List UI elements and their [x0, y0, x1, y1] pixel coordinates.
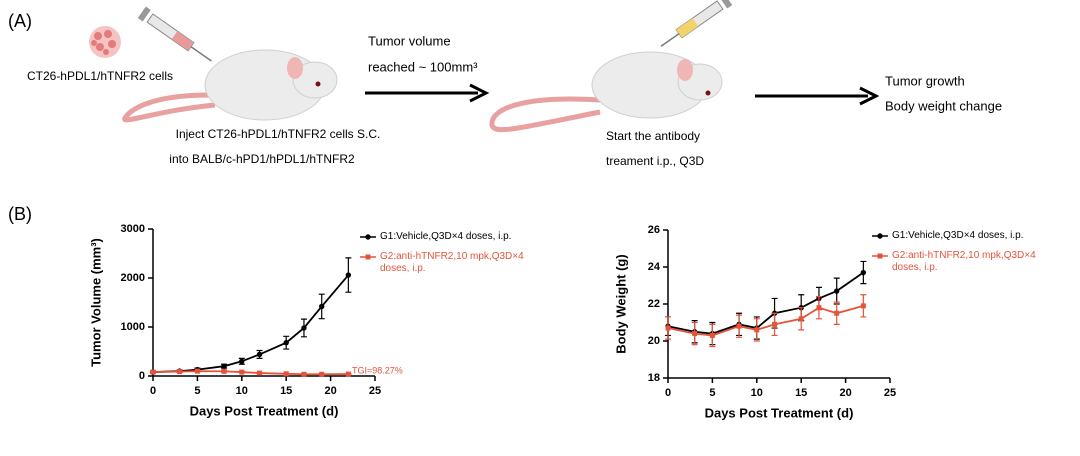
point — [834, 310, 840, 316]
y-tick-label: 22 — [648, 298, 660, 310]
legend-label: G2:anti-hTNFR2,10 mpk,Q3D×4 doses, i.p. — [892, 250, 1036, 273]
arrow-text: Tumor volume — [368, 33, 451, 48]
x-tick-label: 20 — [324, 385, 336, 397]
inject-text: Inject CT26-hPDL1/hTNFR2 cells S.C. — [176, 127, 381, 141]
series-line — [152, 370, 349, 376]
y-axis-label: Body Weight (g) — [613, 254, 628, 353]
point — [345, 371, 351, 377]
treat-text: treament i.p., Q3D — [606, 154, 704, 168]
point — [834, 288, 840, 294]
treat-text: Start the antibody — [606, 129, 700, 143]
y-tick-label: 2000 — [121, 272, 145, 284]
point — [709, 332, 715, 338]
arrow-text: reached ~ 100mm³ — [368, 59, 478, 74]
x-tick-label: 5 — [709, 387, 715, 399]
point — [150, 369, 156, 375]
cell-cluster — [89, 26, 121, 58]
y-axis-label: Tumor Volume (mm³) — [88, 238, 103, 367]
x-tick-label: 25 — [884, 387, 896, 399]
point — [301, 325, 307, 331]
x-tick-label: 25 — [369, 385, 381, 397]
series-line — [667, 271, 864, 335]
x-tick-label: 0 — [665, 387, 671, 399]
legend-label: G1:Vehicle,Q3D×4 doses, i.p. — [892, 230, 1024, 241]
syringe-1 — [137, 6, 212, 62]
x-axis-label: Days Post Treatment (d) — [190, 403, 339, 418]
legend-marker — [877, 233, 883, 239]
legend-marker — [365, 234, 371, 240]
x-axis-label: Days Post Treatment (d) — [705, 405, 854, 420]
y-tick-label: 24 — [648, 261, 661, 273]
point — [665, 325, 671, 331]
panel-label: (B) — [8, 204, 32, 224]
outcome-text: Tumor growth — [885, 73, 965, 88]
legend-label: G2:anti-hTNFR2,10 mpk,Q3D×4 doses, i.p. — [380, 251, 524, 274]
point — [816, 305, 822, 311]
series-line — [152, 274, 350, 373]
series-line — [667, 304, 864, 337]
point — [860, 303, 866, 309]
mouse-1 — [122, 49, 338, 123]
point — [692, 331, 698, 337]
point — [257, 370, 263, 376]
point — [301, 371, 307, 377]
point — [221, 363, 227, 369]
mouse-2 — [489, 51, 723, 133]
x-tick-label: 20 — [839, 387, 851, 399]
panel-label: (A) — [8, 11, 32, 31]
y-tick-label: 20 — [648, 335, 660, 347]
point — [772, 321, 778, 327]
x-tick-label: 15 — [280, 385, 292, 397]
x-tick-label: 10 — [236, 385, 248, 397]
point — [239, 358, 245, 364]
x-tick-label: 5 — [194, 385, 200, 397]
y-tick-label: 1000 — [121, 321, 145, 333]
point — [283, 339, 289, 346]
x-tick-label: 10 — [751, 387, 763, 399]
point — [754, 327, 760, 333]
outcome-text: Body weight change — [885, 98, 1002, 113]
point — [194, 368, 200, 374]
point — [319, 371, 325, 377]
y-tick-label: 26 — [648, 224, 660, 236]
y-tick-label: 3000 — [121, 223, 145, 235]
legend-marker — [365, 254, 371, 260]
point — [319, 303, 325, 310]
point — [798, 316, 804, 322]
legend-marker — [877, 253, 883, 259]
point — [860, 269, 867, 276]
point — [221, 368, 227, 374]
arrow-2 — [755, 86, 880, 106]
x-tick-label: 15 — [795, 387, 807, 399]
y-tick-label: 0 — [139, 370, 145, 382]
point — [345, 272, 352, 278]
y-tick-label: 18 — [648, 372, 660, 384]
legend-label: G1:Vehicle,Q3D×4 doses, i.p. — [380, 231, 512, 242]
point — [736, 323, 742, 329]
cells-label: CT26-hPDL1/hTNFR2 cells — [27, 69, 173, 83]
arrow-1 — [365, 83, 490, 103]
point — [283, 371, 289, 377]
inject-text: into BALB/c-hPD1/hPDL1/hTNFR2 — [169, 152, 355, 166]
x-tick-label: 0 — [150, 385, 156, 397]
syringe-2 — [660, 0, 733, 47]
point — [239, 369, 245, 375]
point — [177, 369, 183, 375]
annotation: TGI=98.27% — [352, 365, 403, 375]
point — [256, 351, 263, 358]
